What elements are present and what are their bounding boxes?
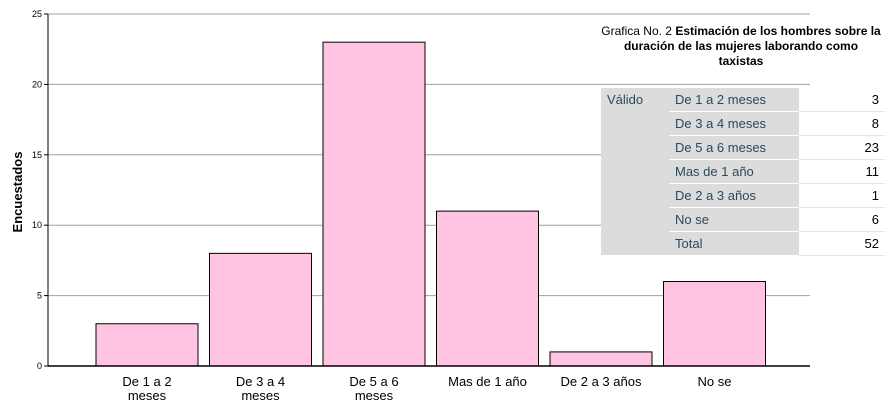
row-value: 52 [799,231,885,256]
y-tick-label: 10 [32,220,42,230]
x-category-label: No se [698,374,732,389]
table-row: Válido De 1 a 2 meses 3 [601,88,885,256]
row-value: 23 [799,135,885,160]
bar [663,281,766,367]
chart-caption: Grafica No. 2 Estimación de los hombres … [600,24,882,69]
table-row: No se 6 [601,207,885,232]
table-row: Mas de 1 año 11 [601,159,885,184]
y-axis-title: Encuestados [10,152,25,233]
bar [209,252,312,367]
row-group-label: Válido [601,88,669,256]
row-label: De 3 a 4 meses [669,111,799,136]
y-tick-label: 5 [37,291,42,301]
row-label: De 5 a 6 meses [669,135,799,160]
bar [436,210,539,367]
x-category-label: De 5 a 6 meses [349,374,398,403]
table-row: De 5 a 6 meses 23 [601,135,885,160]
bar [322,41,426,367]
row-value: 1 [799,183,885,208]
row-label: De 1 a 2 meses [669,88,799,112]
y-tick-label: 25 [32,9,42,19]
y-tick-label: 0 [37,361,42,371]
x-category-label: De 3 a 4 meses [236,374,285,403]
row-label: Total [669,231,799,256]
row-value: 8 [799,111,885,136]
caption-title: Estimación de los hombres sobre la durac… [623,24,881,68]
row-label: No se [669,207,799,232]
bar [95,323,199,367]
y-tick-label: 20 [32,79,42,89]
row-value: 6 [799,207,885,232]
x-category-label: De 1 a 2 meses [122,374,171,403]
table-row: Total 52 [601,231,885,256]
row-label: De 2 a 3 años [669,183,799,208]
x-category-label: Mas de 1 año [448,374,527,389]
y-tick-label: 15 [32,150,42,160]
row-label: Mas de 1 año [669,159,799,184]
bar [549,351,653,367]
caption-prefix: Grafica No. 2 [601,24,672,38]
row-value: 11 [799,159,885,184]
table-row: De 2 a 3 años 1 [601,183,885,208]
x-category-label: De 2 a 3 años [561,374,642,389]
row-value: 3 [799,88,885,112]
frequency-table: Válido De 1 a 2 meses 3 De 3 a 4 meses 8 De 5… [601,88,885,256]
table-row: De 3 a 4 meses 8 [601,111,885,136]
